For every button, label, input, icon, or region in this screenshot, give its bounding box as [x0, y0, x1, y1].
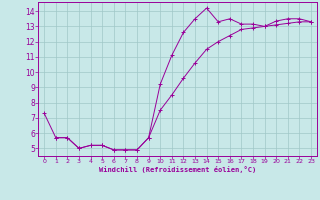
X-axis label: Windchill (Refroidissement éolien,°C): Windchill (Refroidissement éolien,°C)	[99, 166, 256, 173]
